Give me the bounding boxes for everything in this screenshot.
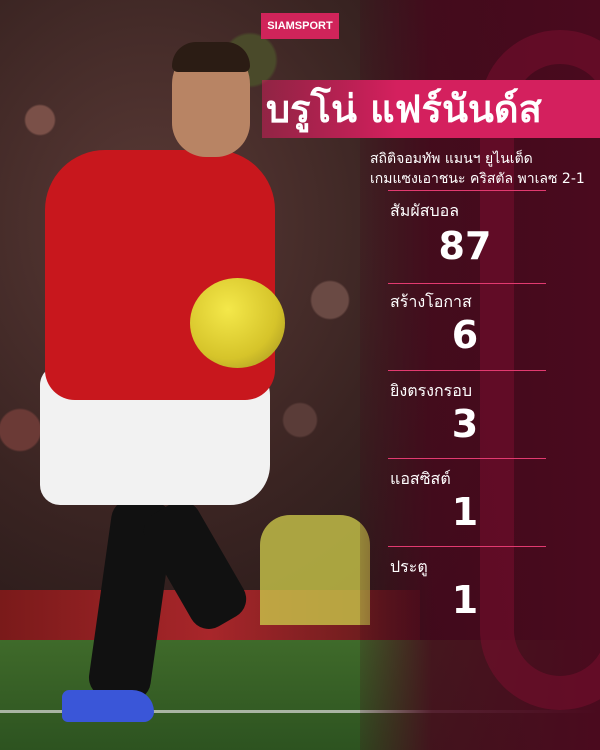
stat-value-chances-created: 6	[451, 313, 479, 357]
brand-logo: SIAMSPORT	[261, 13, 339, 39]
divider	[388, 283, 546, 284]
subtitle-line-2: เกมแซงเอาชนะ คริสตัล พาเลซ 2-1	[370, 171, 585, 187]
player-boot	[62, 690, 154, 722]
pitch-line	[0, 710, 600, 713]
stat-label-chances-created: สร้างโอกาส	[390, 292, 472, 311]
stat-value-assists: 1	[451, 490, 479, 534]
stat-value-goals: 1	[451, 578, 479, 622]
divider	[388, 370, 546, 371]
divider	[388, 190, 546, 191]
divider	[388, 546, 546, 547]
subtitle-line-1: สถิติจอมทัพ แมนฯ ยูไนเต็ด	[370, 151, 533, 167]
stat-label-touches: สัมผัสบอล	[390, 201, 460, 220]
divider	[388, 458, 546, 459]
stat-value-touches: 87	[438, 224, 492, 268]
football	[190, 278, 285, 368]
stat-label-shots-on-target: ยิงตรงกรอบ	[390, 381, 473, 400]
title-band	[262, 80, 600, 138]
stat-label-assists: แอสซิสต์	[390, 469, 451, 488]
player-name: บรูโน่ แฟร์นันด์ส	[266, 87, 542, 131]
player-hair	[172, 42, 250, 72]
steward	[260, 515, 370, 625]
stat-label-goals: ประตู	[390, 557, 428, 576]
stat-value-shots-on-target: 3	[451, 402, 479, 446]
